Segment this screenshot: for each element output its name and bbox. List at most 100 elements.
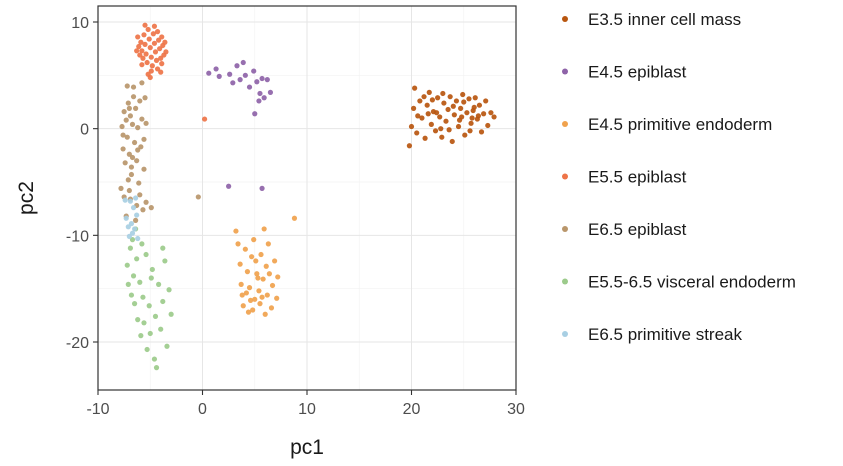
data-point [129,230,136,236]
data-point [125,281,131,287]
legend-key [562,226,568,232]
data-point [143,120,149,126]
x-tick-label: 30 [507,401,525,418]
data-point [123,215,129,221]
data-point [240,59,246,66]
data-point [268,305,275,311]
data-point [124,83,130,89]
axis-ticks: -10 0 10 20 30 10 0 -10 -20 [66,15,525,418]
legend-item: E4.5 primitive endoderm [562,115,772,134]
data-point [201,116,208,122]
data-point [139,62,145,68]
data-point [266,271,272,277]
data-point [159,34,165,40]
data-point [130,273,137,279]
data-point [120,132,126,138]
data-point [425,111,431,117]
x-tick-label: 10 [298,401,316,418]
data-point [450,103,456,109]
data-point [206,70,212,76]
y-tick-label: -20 [66,335,89,352]
data-point [244,269,251,275]
data-point [227,71,233,77]
data-point [147,74,153,81]
legend-key [562,121,568,127]
data-point [137,98,143,104]
data-point [421,94,427,100]
data-point [264,77,270,83]
series-1 [206,59,274,191]
data-point [127,113,133,119]
data-point [149,63,155,69]
data-point [137,279,143,285]
data-point [251,68,257,74]
x-tick-label: 0 [198,401,207,418]
data-point [255,275,261,281]
data-point [259,185,265,191]
data-point [414,130,420,136]
data-point [254,79,260,85]
data-point [159,61,165,67]
data-point [156,281,162,287]
data-point [143,199,149,205]
data-point [162,258,168,264]
data-point [134,212,140,218]
data-point [152,313,159,319]
data-point [237,261,243,267]
data-point [131,139,138,146]
data-point [125,224,131,230]
data-point [131,226,138,232]
data-point [247,297,254,303]
data-point [445,106,451,113]
data-point [130,205,137,211]
legend-item: E5.5 epiblast [562,168,687,187]
data-point [141,166,147,172]
data-point [151,23,158,29]
data-point [157,46,163,52]
data-point [127,245,133,251]
legend-label: E4.5 epiblast [588,63,687,82]
data-point [459,114,465,120]
data-point [139,241,145,247]
data-point [264,292,270,298]
data-point [135,125,141,131]
data-point [274,295,280,301]
data-point [151,40,158,46]
data-point [124,262,130,268]
data-point [455,123,462,130]
data-point [237,77,243,83]
data-point [162,39,168,45]
data-point [153,365,160,371]
data-point [462,132,468,138]
data-point [137,192,143,198]
data-point [464,110,470,116]
data-point [256,98,262,104]
legend-label: E6.5 epiblast [588,220,687,239]
data-point [246,285,253,291]
data-point [146,303,152,309]
data-point [260,276,266,282]
data-point [451,112,457,118]
data-point [488,110,494,116]
data-point [440,90,446,97]
data-point [472,95,478,101]
data-point [471,104,477,110]
data-point [153,57,160,64]
data-point [253,258,259,264]
data-point [259,75,265,82]
data-point [129,237,136,243]
data-point [139,48,145,54]
data-point [467,128,473,134]
data-point [234,63,240,69]
data-point [242,72,248,78]
data-point [134,256,140,262]
y-tick-label: 10 [71,15,89,32]
data-point [130,84,137,90]
data-point [235,241,241,247]
data-point [140,294,146,300]
legend-key [562,331,568,337]
data-point [126,187,132,194]
data-point [257,90,263,97]
data-point [160,245,166,251]
